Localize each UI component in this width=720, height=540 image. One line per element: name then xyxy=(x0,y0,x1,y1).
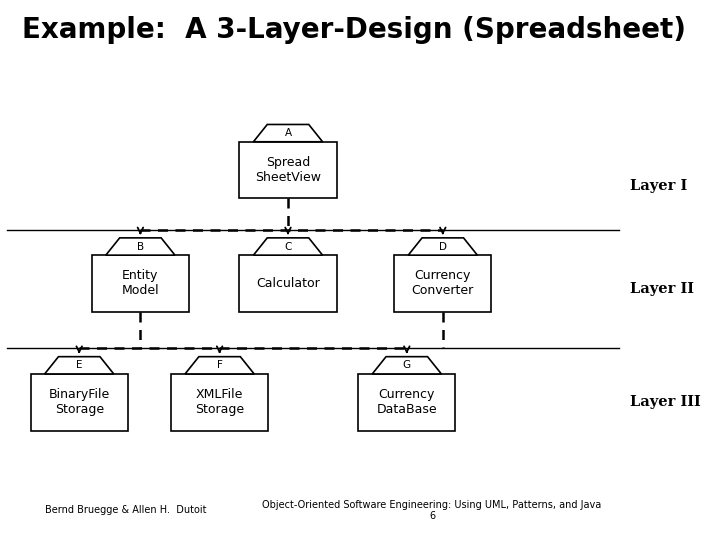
Text: Entity
Model: Entity Model xyxy=(122,269,159,298)
Text: Calculator: Calculator xyxy=(256,277,320,290)
Text: BinaryFile
Storage: BinaryFile Storage xyxy=(48,388,110,416)
Text: Bernd Bruegge & Allen H.  Dutoit: Bernd Bruegge & Allen H. Dutoit xyxy=(45,505,207,515)
Bar xyxy=(395,255,491,312)
Text: XMLFile
Storage: XMLFile Storage xyxy=(195,388,244,416)
Text: B: B xyxy=(137,241,144,252)
Text: Layer I: Layer I xyxy=(630,179,688,193)
Polygon shape xyxy=(372,356,441,374)
Bar xyxy=(30,374,128,431)
Polygon shape xyxy=(45,356,114,374)
Bar xyxy=(239,255,337,312)
Text: Layer II: Layer II xyxy=(630,282,694,296)
Bar xyxy=(171,374,268,431)
Text: Currency
Converter: Currency Converter xyxy=(412,269,474,298)
Polygon shape xyxy=(185,356,254,374)
Text: Object-Oriented Software Engineering: Using UML, Patterns, and Java
6: Object-Oriented Software Engineering: Us… xyxy=(262,500,602,521)
Text: A: A xyxy=(284,128,292,138)
Text: F: F xyxy=(217,360,222,370)
Bar xyxy=(92,255,189,312)
Polygon shape xyxy=(253,124,323,141)
Text: D: D xyxy=(438,241,447,252)
Text: Currency
DataBase: Currency DataBase xyxy=(377,388,437,416)
Text: G: G xyxy=(402,360,411,370)
Bar xyxy=(239,141,337,198)
Polygon shape xyxy=(408,238,477,255)
Polygon shape xyxy=(253,238,323,255)
Bar xyxy=(358,374,455,431)
Text: C: C xyxy=(284,241,292,252)
Text: Spread
SheetView: Spread SheetView xyxy=(255,156,321,184)
Polygon shape xyxy=(106,238,175,255)
Text: Example:  A 3-Layer-Design (Spreadsheet): Example: A 3-Layer-Design (Spreadsheet) xyxy=(22,16,685,44)
Text: E: E xyxy=(76,360,83,370)
Text: Layer III: Layer III xyxy=(630,395,701,409)
